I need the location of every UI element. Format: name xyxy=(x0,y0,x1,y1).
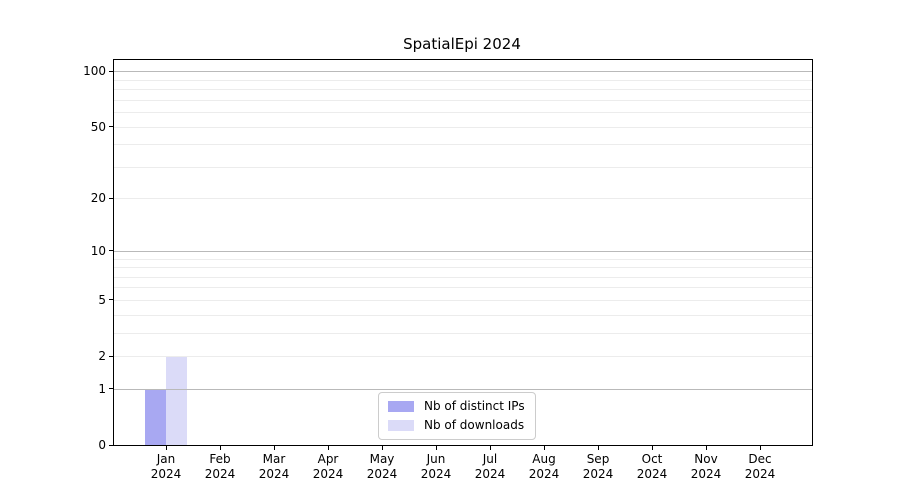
y-tick-label: 2 xyxy=(98,349,106,363)
legend-item-distinct-ips: Nb of distinct IPs xyxy=(388,399,525,413)
legend-label-distinct-ips: Nb of distinct IPs xyxy=(424,399,525,413)
minor-gridline xyxy=(114,287,812,289)
bar-distinct-ips xyxy=(145,388,166,445)
y-tick-mark xyxy=(109,388,114,390)
minor-gridline xyxy=(114,112,812,114)
y-tick-mark xyxy=(109,126,114,128)
minor-gridline xyxy=(114,267,812,268)
minor-gridline xyxy=(114,198,812,200)
x-tick-label: Feb 2024 xyxy=(204,452,236,481)
x-tick-mark xyxy=(219,445,221,450)
minor-gridline xyxy=(114,144,812,146)
y-tick-label: 0 xyxy=(98,438,106,452)
plot-area: 0 1 2 5 10 20 50 100 Jan 2024 Feb 2024 Mar 2024 Apr 202… xyxy=(83,59,813,481)
minor-gridline xyxy=(114,276,812,278)
x-tick-label: Jun 2024 xyxy=(420,452,452,481)
minor-gridline xyxy=(114,314,812,316)
y-tick-label: 5 xyxy=(98,292,106,307)
x-tick-label: Apr 2024 xyxy=(312,452,344,481)
x-tick-label: Nov 2024 xyxy=(690,452,722,481)
x-tick-mark xyxy=(381,445,383,450)
legend-item-downloads: Nb of downloads xyxy=(388,418,525,432)
minor-gridline xyxy=(114,166,812,168)
x-tick-mark xyxy=(759,445,761,450)
y-tick-label: 1 xyxy=(98,381,106,396)
y-tick-mark xyxy=(109,70,114,72)
x-tick-mark xyxy=(651,445,653,450)
minor-gridline xyxy=(114,332,812,334)
y-tick-label: 100 xyxy=(83,64,106,79)
x-tick-mark xyxy=(597,445,599,450)
x-tick-label: Sep 2024 xyxy=(582,452,614,481)
x-tick-mark xyxy=(435,445,437,450)
x-tick-mark xyxy=(705,445,707,450)
x-tick-mark xyxy=(165,445,167,450)
major-gridline xyxy=(114,71,812,73)
minor-gridline xyxy=(114,99,812,101)
x-tick-label: May 2024 xyxy=(366,452,398,481)
y-tick-mark xyxy=(109,197,114,199)
x-tick-label: Jul 2024 xyxy=(474,452,506,481)
x-tick-mark xyxy=(273,445,275,450)
bar-downloads xyxy=(166,356,187,445)
x-tick-mark xyxy=(543,445,545,450)
legend-label-downloads: Nb of downloads xyxy=(424,418,525,432)
chart-title: SpatialEpi 2024 xyxy=(403,35,521,53)
x-tick-label: Jan 2024 xyxy=(150,452,182,481)
x-tick-mark xyxy=(327,445,329,450)
minor-gridline xyxy=(114,89,812,91)
minor-gridline xyxy=(114,299,812,301)
y-tick-mark xyxy=(109,444,114,446)
minor-gridline xyxy=(114,79,812,81)
major-gridline xyxy=(114,388,812,390)
legend-swatch-downloads xyxy=(388,419,414,431)
legend: Nb of distinct IPs Nb of downloads xyxy=(378,392,536,440)
x-tick-mark xyxy=(489,445,491,450)
y-tick-label: 20 xyxy=(90,191,106,206)
minor-gridline xyxy=(114,258,812,260)
x-tick-label: Aug 2024 xyxy=(528,452,560,481)
x-tick-label: Mar 2024 xyxy=(258,452,290,481)
y-tick-mark xyxy=(109,355,114,357)
y-tick-mark xyxy=(109,299,114,301)
minor-gridline xyxy=(114,126,812,128)
y-tick-label: 50 xyxy=(90,119,106,134)
major-gridline xyxy=(114,250,812,252)
y-tick-label: 10 xyxy=(90,243,106,258)
minor-gridline xyxy=(114,356,812,357)
x-tick-label: Dec 2024 xyxy=(744,452,776,481)
x-tick-label: Oct 2024 xyxy=(636,452,668,481)
legend-swatch-distinct-ips xyxy=(388,400,414,412)
y-tick-mark xyxy=(109,250,114,252)
